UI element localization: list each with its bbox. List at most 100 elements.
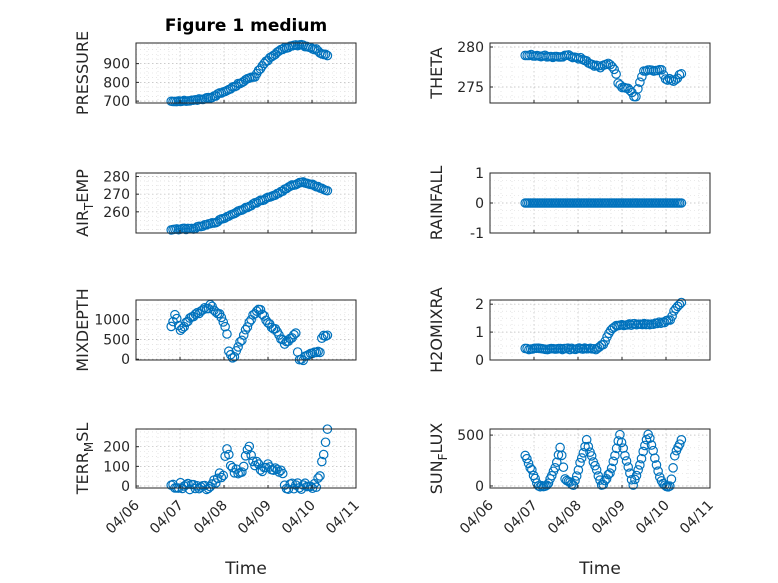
x-tick-label: 04/10: [633, 498, 673, 538]
data-point: [625, 468, 635, 478]
data-point: [216, 312, 227, 323]
data-point: [535, 481, 545, 492]
data-point: [318, 449, 329, 460]
data-point: [268, 465, 279, 475]
data-point: [246, 450, 256, 461]
y-tick-label: 0: [121, 479, 130, 495]
data-point: [315, 347, 325, 358]
data-point: [244, 317, 255, 327]
data-point: [631, 470, 642, 481]
y-tick-label: 280: [103, 170, 130, 186]
data-point: [289, 329, 299, 340]
y-axis-label: MIXDEPTH: [73, 288, 92, 371]
y-tick-label: 0: [121, 352, 130, 368]
y-tick-label: 500: [103, 332, 130, 348]
data-point: [648, 319, 659, 330]
data-point: [216, 472, 227, 483]
y-tick-label: 0: [475, 479, 484, 495]
y-axis-label: THETA: [427, 47, 446, 99]
data-point: [654, 317, 664, 327]
data-point: [240, 451, 251, 461]
data-point: [637, 319, 648, 330]
x-axis-label-left: Time: [224, 559, 267, 579]
data-point: [570, 475, 580, 486]
data-point: [573, 465, 584, 475]
data-point: [578, 448, 589, 458]
y-axis-label-tail: SL: [73, 423, 92, 442]
y-axis-label-tail: LUX: [427, 423, 446, 454]
data-point: [181, 224, 191, 235]
data-point: [320, 331, 331, 341]
subplot-terr: 0 100 200 TERRMSL 04/06 04/07 04/08 04/09 04/10 0…: [73, 423, 363, 538]
y-axis-label-main: TERR: [73, 452, 92, 495]
axes-frame: [489, 42, 711, 104]
data-point: [565, 344, 575, 355]
data-point: [591, 465, 602, 475]
data-point: [611, 443, 622, 454]
x-tick-label: 04/06: [457, 497, 497, 537]
x-tick-label: 04/10: [279, 498, 319, 538]
data-point: [317, 456, 327, 467]
subplot-sun: 0 500 SUNFLUX 04/06 04/07 04/08 04/09 04/10 04/1…: [427, 423, 717, 538]
data-series: [520, 198, 687, 208]
y-axis-label-sub: F: [436, 453, 450, 460]
data-point: [669, 450, 680, 461]
x-tick-label: 04/11: [323, 498, 363, 538]
data-point: [635, 77, 645, 88]
y-tick-label: 2: [475, 297, 484, 313]
data-point: [290, 328, 301, 338]
data-point: [676, 69, 687, 79]
data-series: [520, 297, 687, 355]
y-axis-label-main: RAINFALL: [427, 166, 446, 241]
x-tick-label: 04/07: [501, 498, 541, 538]
data-point: [600, 336, 610, 347]
data-point: [587, 59, 598, 70]
data-point: [248, 199, 258, 209]
subplot-h2omixra: 0 1 2 H2OMIXRA: [427, 287, 711, 373]
subplot-pressure: 700 800 900 PRESSURE: [73, 31, 357, 115]
data-series: [166, 39, 333, 107]
axes-frame: [489, 428, 711, 489]
data-point: [676, 198, 687, 208]
data-point: [244, 441, 255, 452]
data-point: [522, 343, 532, 354]
data-point: [623, 462, 634, 472]
data-point: [556, 450, 567, 461]
data-point: [322, 50, 333, 61]
data-series: [166, 177, 333, 235]
data-point: [650, 453, 660, 463]
y-axis-label-main: H2OMIXRA: [427, 287, 446, 373]
x-tick-label: 04/08: [545, 498, 585, 538]
figure-title: Figure 1 medium: [165, 16, 327, 36]
data-point: [580, 441, 590, 452]
data-point: [212, 473, 223, 484]
data-point: [586, 451, 597, 461]
data-point: [315, 471, 325, 481]
data-point: [575, 457, 585, 468]
data-point: [605, 468, 615, 478]
data-point: [222, 329, 232, 339]
axes-frame: [135, 42, 357, 104]
data-point: [311, 347, 322, 358]
data-point: [322, 185, 333, 196]
data-point: [320, 49, 331, 60]
subplot-rainfall: -1 0 1 RAINFALL: [427, 166, 711, 242]
y-tick-label: 0: [475, 353, 484, 369]
data-point: [171, 313, 182, 324]
data-point: [674, 439, 685, 449]
data-point: [192, 95, 203, 106]
x-axis-label-right: Time: [578, 559, 621, 579]
data-point: [218, 317, 229, 327]
y-axis-label-main: AIR: [73, 210, 92, 237]
data-series: [166, 424, 333, 495]
data-point: [624, 319, 635, 329]
data-point: [621, 456, 632, 466]
data-point: [313, 346, 323, 357]
data-point: [240, 324, 251, 335]
y-axis-label-tail: EMP: [73, 169, 92, 203]
data-point: [639, 318, 650, 329]
x-tick-label: 04/09: [589, 498, 629, 538]
